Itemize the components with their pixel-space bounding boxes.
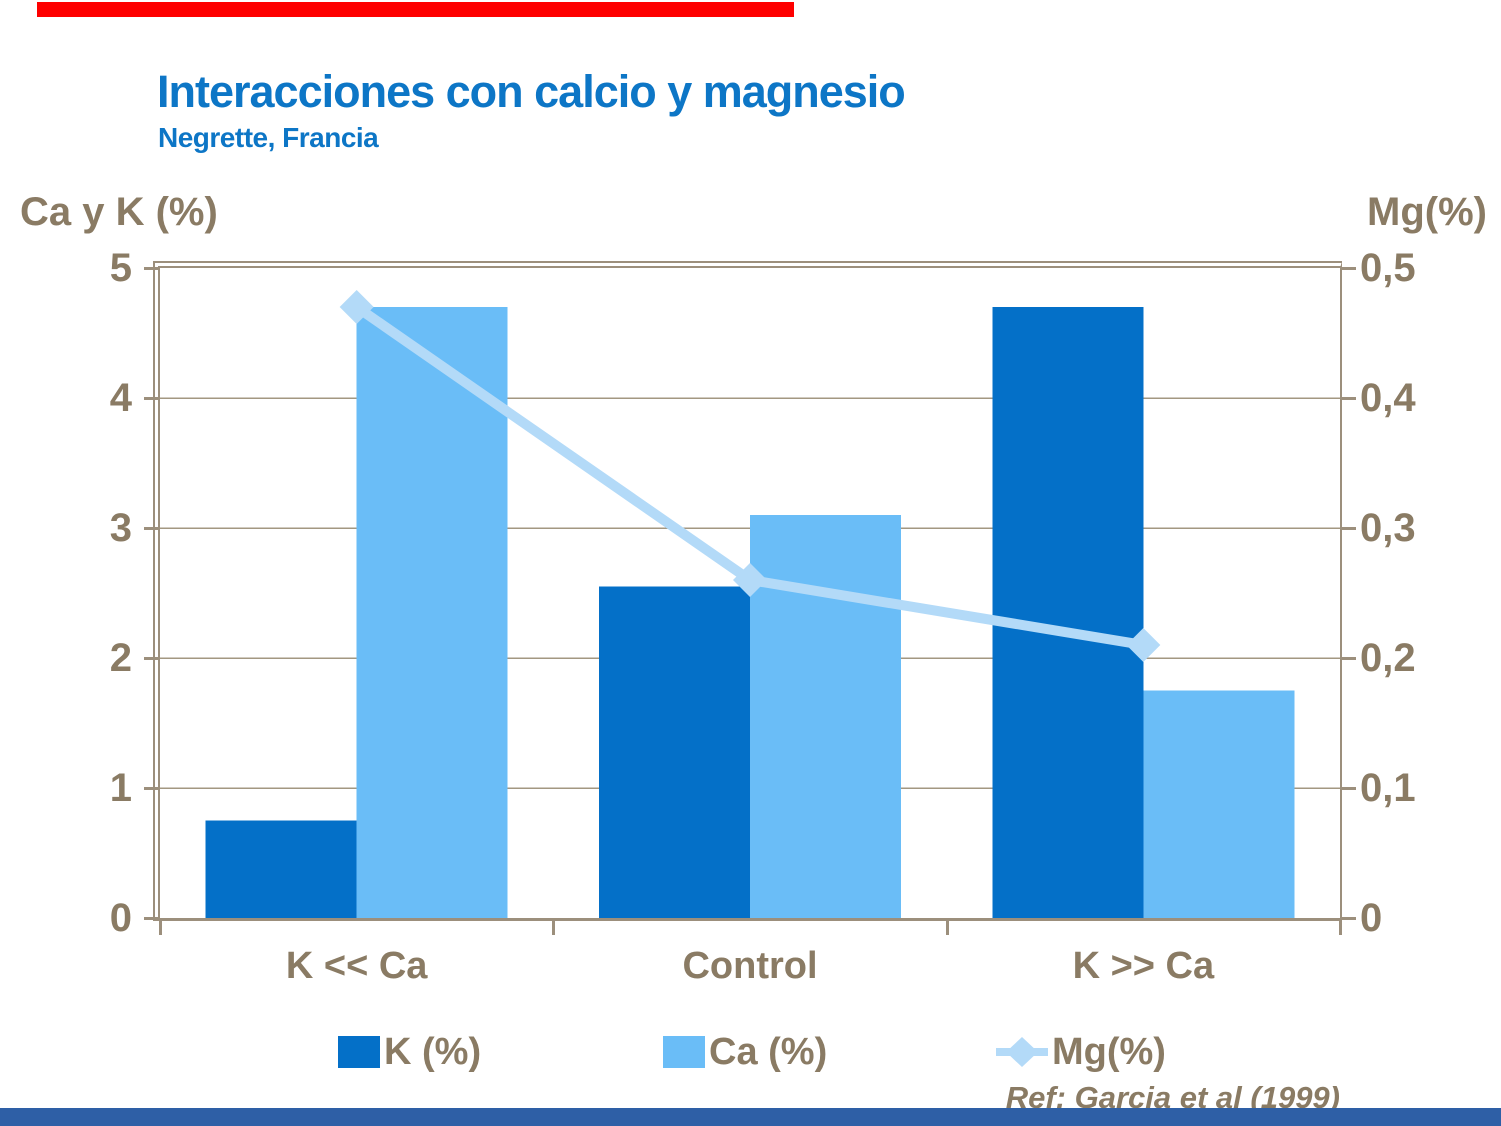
- bar-ca-2: [750, 515, 901, 918]
- y-axis-right-tick-label: 0,5: [1360, 246, 1416, 290]
- legend-item-mg: Mg(%): [996, 1028, 1166, 1076]
- left-axis-title: Ca y K (%): [20, 190, 218, 234]
- bar-k-2: [599, 586, 750, 918]
- y-axis-right-tick-label: 0: [1360, 896, 1383, 940]
- bar-k-1: [205, 820, 357, 918]
- legend-label-ca: Ca (%): [709, 1030, 828, 1073]
- marker-diamond-3: [1126, 628, 1161, 662]
- chart-canvas: [160, 290, 1340, 918]
- y-axis-left-tick-label: 1: [109, 766, 132, 810]
- bar-ca-3: [1143, 690, 1295, 918]
- x-axis-tick: [552, 921, 556, 935]
- y-axis-right-tick: [1340, 267, 1356, 270]
- x-axis-tick: [1339, 921, 1342, 935]
- legend-item-ca: Ca (%): [663, 1028, 827, 1076]
- legend-swatch-k: [338, 1036, 380, 1068]
- legend-label-k: K (%): [384, 1030, 482, 1073]
- y-axis-right-tick: [1340, 527, 1356, 530]
- y-axis-right-tick: [1340, 397, 1356, 400]
- y-axis-right-tick-label: 0,1: [1360, 766, 1416, 810]
- legend: K (%) Ca (%) Mg(%): [0, 1028, 1501, 1076]
- category-label: Control: [682, 945, 818, 987]
- y-axis-left-tick-label: 5: [109, 246, 132, 290]
- top-accent-bar: [37, 2, 794, 17]
- chart-subtitle: Negrette, Francia: [158, 122, 379, 153]
- y-axis-left-tick-label: 0: [109, 896, 132, 940]
- y-axis-right-tick-label: 0,3: [1360, 506, 1416, 550]
- plot-area: [153, 261, 1342, 921]
- y-axis-left-tick: [144, 917, 160, 920]
- right-axis-title: Mg(%): [1367, 190, 1487, 234]
- marker-diamond-1: [339, 290, 374, 324]
- category-label: K >> Ca: [1072, 945, 1215, 987]
- marker-diamond-2: [733, 563, 767, 597]
- x-axis-tick: [159, 921, 162, 935]
- bottom-accent-bar: [0, 1108, 1501, 1126]
- bar-ca-1: [356, 307, 508, 918]
- legend-line-marker-icon: [996, 1037, 1048, 1067]
- chart-title: Interacciones con calcio y magnesio: [157, 66, 906, 117]
- y-axis-left-tick: [144, 527, 160, 530]
- y-axis-right-tick-label: 0,2: [1360, 636, 1416, 680]
- y-axis-left-tick-label: 4: [109, 376, 132, 420]
- category-label: K << Ca: [285, 945, 428, 987]
- y-axis-right-tick-label: 0,4: [1360, 376, 1416, 420]
- y-axis-left-tick: [144, 267, 160, 270]
- y-axis-left-tick-label: 3: [109, 506, 132, 550]
- y-axis-right-tick: [1340, 917, 1356, 920]
- y-axis-right-tick: [1340, 787, 1356, 790]
- legend-item-k: K (%): [338, 1028, 481, 1076]
- y-axis-left-tick: [144, 397, 160, 400]
- y-axis-left-tick: [144, 657, 160, 660]
- y-axis-left-tick-label: 2: [109, 636, 132, 680]
- bar-k-3: [992, 307, 1144, 918]
- y-axis-right-tick: [1340, 657, 1356, 660]
- legend-swatch-ca: [663, 1036, 705, 1068]
- legend-label-mg: Mg(%): [1052, 1030, 1166, 1073]
- y-axis-left-tick: [144, 787, 160, 790]
- x-axis-tick: [945, 921, 949, 935]
